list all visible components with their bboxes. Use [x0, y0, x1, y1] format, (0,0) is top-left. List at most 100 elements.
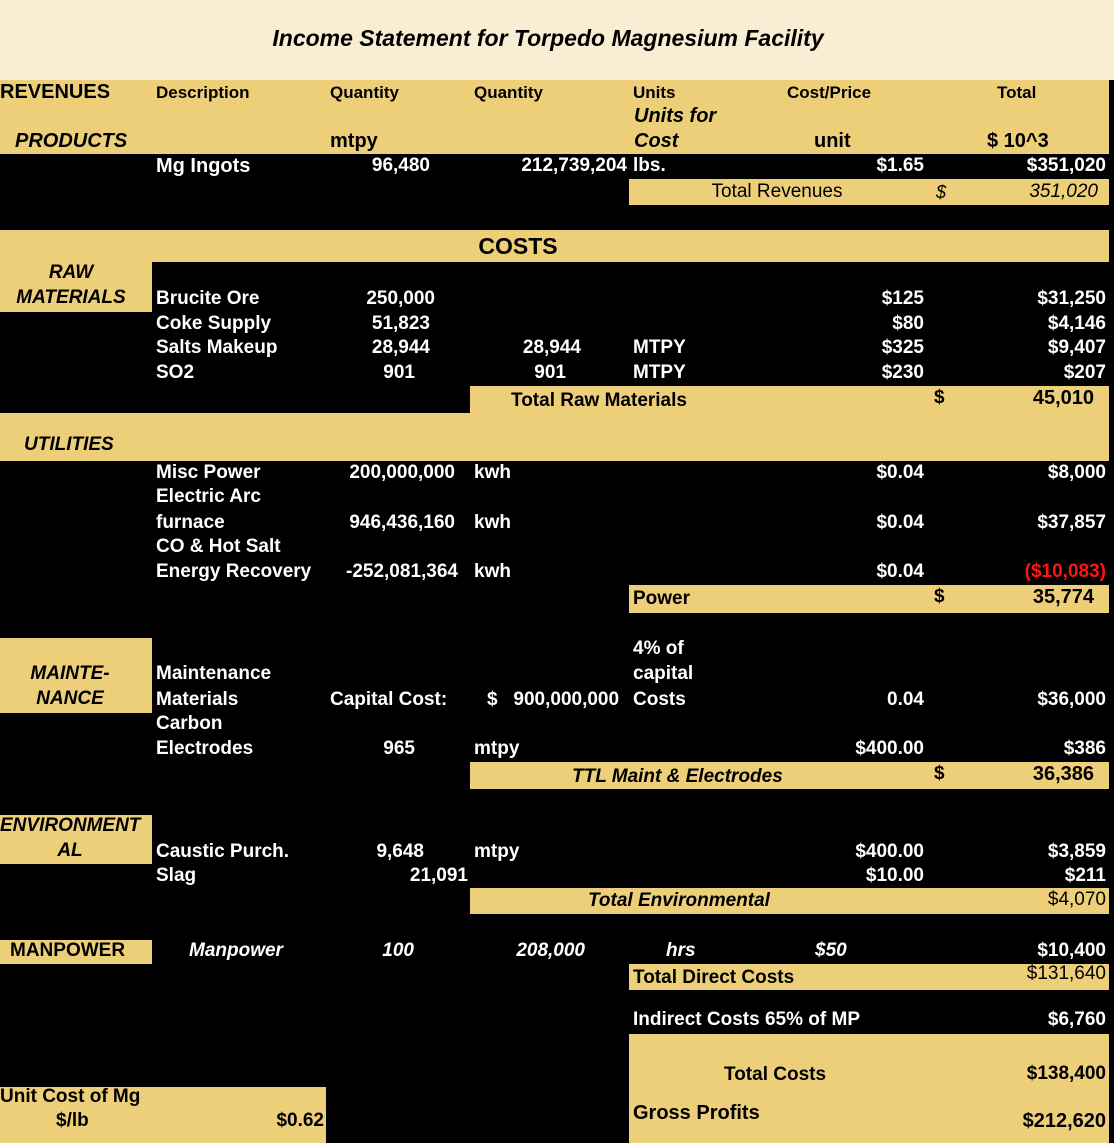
environmental-qty: 21,091	[409, 865, 468, 886]
raw-qty2: 901	[534, 362, 566, 383]
utility-desc: Misc Power	[156, 462, 261, 483]
units-for-label: Units for	[634, 105, 717, 127]
raw-desc: SO2	[156, 362, 195, 383]
environmental-desc: Slag	[156, 865, 197, 886]
page-title: Income Statement for Torpedo Magnesium F…	[272, 25, 824, 51]
maintenance-total: $36,000	[1037, 689, 1106, 710]
raw-materials-total-value: 45,010	[1032, 387, 1094, 409]
utility-price: $0.04	[876, 462, 924, 483]
maintenance-units-line2: capital	[633, 663, 694, 684]
raw-total: $207	[1063, 362, 1106, 383]
unit-cost-label-line2: $/lb	[56, 1110, 89, 1131]
gross-profits-value: $212,620	[1022, 1110, 1106, 1132]
carbon-price: $400.00	[855, 738, 924, 759]
indirect-costs-value: $6,760	[1047, 1009, 1106, 1030]
environmental-price: $400.00	[855, 841, 924, 862]
product-price: $1.65	[876, 155, 924, 176]
utility-price: $0.04	[876, 561, 924, 582]
unit-cost-value: $0.62	[276, 1110, 324, 1131]
raw-desc: Salts Makeup	[156, 337, 278, 358]
environmental-desc: Caustic Purch.	[156, 841, 290, 862]
manpower-total: $10,400	[1037, 940, 1106, 961]
total-costs-value: $138,400	[1026, 1063, 1106, 1084]
product-qty2: 212,739,204	[521, 155, 627, 176]
environmental-units: mtpy	[474, 841, 520, 862]
utility-desc-line1: Electric Arc	[156, 486, 261, 507]
raw-total: $9,407	[1047, 337, 1106, 358]
environmental-price: $10.00	[865, 865, 924, 886]
raw-materials-section-line1: RAW	[48, 262, 94, 283]
total-revenues-currency: $	[936, 182, 947, 202]
costs-heading: COSTS	[478, 233, 558, 259]
mtpy-header: mtpy	[330, 130, 378, 152]
totals-band	[629, 1034, 1109, 1143]
environmental-total: $3,859	[1047, 841, 1106, 862]
raw-total: $4,146	[1047, 313, 1106, 334]
total-revenues-band	[629, 179, 1109, 205]
utility-price: $0.04	[876, 512, 924, 533]
environmental-section-line1: ENVIRONMENT	[0, 815, 141, 836]
utility-total-negative: ($10,083)	[1024, 561, 1106, 582]
manpower-qty: 100	[382, 940, 414, 961]
capital-cost-label: Capital Cost:	[330, 689, 448, 710]
maintenance-section-band	[0, 638, 152, 713]
cost-label: Cost	[634, 130, 679, 152]
utilities-section: UTILITIES	[24, 434, 114, 455]
maintenance-desc-line1: Maintenance	[156, 663, 272, 684]
utility-desc: Energy Recovery	[156, 561, 312, 582]
product-qty1: 96,480	[371, 155, 430, 176]
manpower-rate: $50	[815, 940, 847, 961]
maintenance-units-line3: Costs	[633, 689, 686, 710]
raw-price: $125	[881, 288, 924, 309]
utility-units: kwh	[474, 561, 511, 582]
raw-units: MTPY	[633, 362, 686, 383]
carbon-units: mtpy	[474, 738, 520, 759]
total-revenues-label: Total Revenues	[711, 181, 843, 202]
power-total-label: Power	[633, 588, 691, 609]
raw-desc: Coke Supply	[156, 313, 272, 334]
capital-cost-value: $ 900,000,000	[487, 689, 620, 710]
maintenance-section-line1: MAINTE-	[30, 663, 110, 684]
raw-units: MTPY	[633, 337, 686, 358]
revenues-label: REVENUES	[0, 81, 111, 103]
raw-price: $325	[881, 337, 924, 358]
carbon-desc-line1: Carbon	[156, 713, 223, 734]
manpower-section-band	[0, 940, 152, 964]
environmental-total-value: $4,070	[1047, 889, 1106, 910]
raw-qty1: 28,944	[371, 337, 430, 358]
header-band	[0, 80, 1109, 154]
utility-qty: 946,436,160	[349, 512, 455, 533]
environmental-total-band	[470, 888, 1109, 914]
title-band	[0, 0, 1114, 80]
total-header: Total	[997, 83, 1037, 102]
products-label: PRODUCTS	[15, 130, 128, 152]
indirect-costs-label: Indirect Costs 65% of MP	[633, 1009, 860, 1030]
manpower-units: hrs	[666, 940, 696, 961]
power-total-currency: $	[934, 586, 945, 607]
thousands-header: $ 10^3	[987, 130, 1049, 152]
raw-materials-total-band	[470, 386, 1109, 413]
product-total: $351,020	[1026, 155, 1106, 176]
carbon-qty: 965	[383, 738, 415, 759]
unit-cost-band	[0, 1087, 326, 1143]
product-description: Mg Ingots	[156, 155, 251, 177]
raw-materials-section-line2: MATERIALS	[16, 287, 126, 308]
maintenance-units-line1: 4% of	[633, 638, 684, 659]
environmental-section-band	[0, 815, 152, 864]
utility-qty: 200,000,000	[349, 462, 455, 483]
manpower-section: MANPOWER	[10, 940, 126, 961]
maintenance-section-line2: NANCE	[36, 688, 104, 709]
unit-cost-label-line1: Unit Cost of Mg	[0, 1086, 141, 1107]
raw-qty1: 901	[383, 362, 415, 383]
maintenance-total-currency: $	[934, 763, 945, 784]
raw-materials-total-currency: $	[934, 387, 945, 408]
cost-price-header: Cost/Price	[787, 83, 872, 102]
total-revenues-value: 351,020	[1029, 181, 1098, 202]
raw-qty2: 28,944	[522, 337, 581, 358]
total-costs-label: Total Costs	[724, 1064, 827, 1085]
unit-header: unit	[814, 130, 851, 152]
manpower-desc: Manpower	[189, 940, 283, 961]
product-units: lbs.	[633, 155, 666, 176]
utility-desc: furnace	[156, 512, 225, 533]
raw-total: $31,250	[1037, 288, 1106, 309]
